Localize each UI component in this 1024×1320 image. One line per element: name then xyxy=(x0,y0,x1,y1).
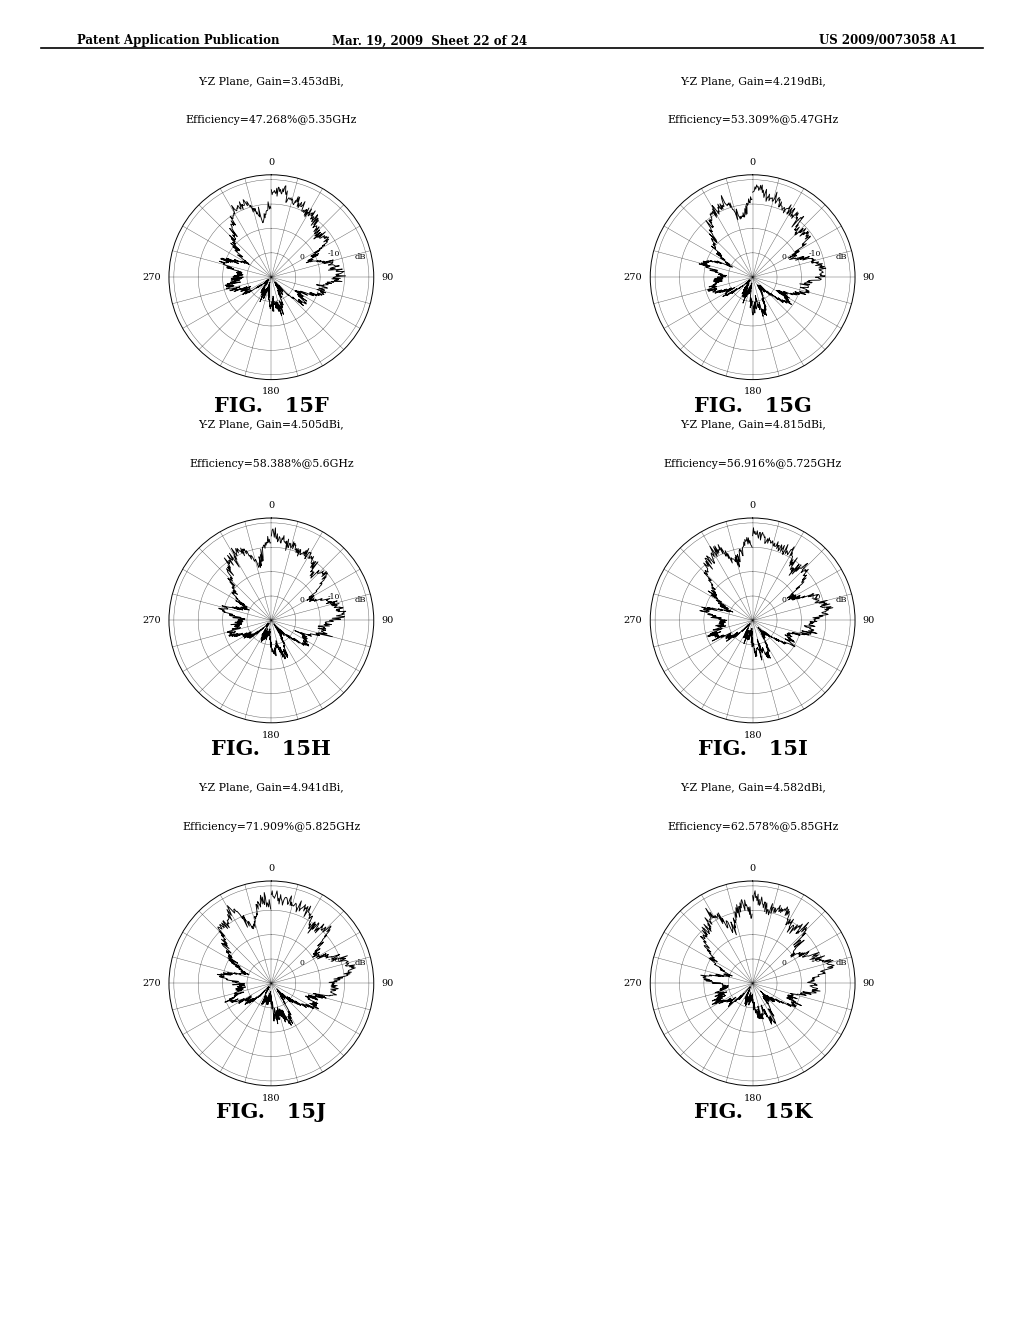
Text: 270: 270 xyxy=(624,616,642,624)
Text: US 2009/0073058 A1: US 2009/0073058 A1 xyxy=(819,34,957,48)
Text: 180: 180 xyxy=(743,387,762,396)
Text: 90: 90 xyxy=(382,273,394,281)
Text: Mar. 19, 2009  Sheet 22 of 24: Mar. 19, 2009 Sheet 22 of 24 xyxy=(333,34,527,48)
Text: 180: 180 xyxy=(262,1093,281,1102)
Text: Efficiency=58.388%@5.6GHz: Efficiency=58.388%@5.6GHz xyxy=(189,458,353,469)
Text: Y-Z Plane, Gain=4.815dBi,: Y-Z Plane, Gain=4.815dBi, xyxy=(680,418,825,429)
Text: 0: 0 xyxy=(300,595,304,603)
Text: -10: -10 xyxy=(328,593,340,602)
Text: 270: 270 xyxy=(142,616,161,624)
Text: 0: 0 xyxy=(268,502,274,511)
Text: Efficiency=56.916%@5.725GHz: Efficiency=56.916%@5.725GHz xyxy=(664,458,842,469)
Text: -10: -10 xyxy=(809,956,821,965)
Text: 270: 270 xyxy=(624,273,642,281)
Text: 0: 0 xyxy=(750,158,756,168)
Text: 0: 0 xyxy=(300,958,304,966)
Text: Patent Application Publication: Patent Application Publication xyxy=(77,34,280,48)
Text: 90: 90 xyxy=(863,979,876,987)
Text: 0: 0 xyxy=(781,252,785,260)
Text: Efficiency=62.578%@5.85GHz: Efficiency=62.578%@5.85GHz xyxy=(667,821,839,832)
Text: dB: dB xyxy=(354,597,367,605)
Text: 0: 0 xyxy=(300,252,304,260)
Text: Y-Z Plane, Gain=3.453dBi,: Y-Z Plane, Gain=3.453dBi, xyxy=(199,75,344,86)
Text: 270: 270 xyxy=(624,979,642,987)
Text: 90: 90 xyxy=(382,979,394,987)
Text: Y-Z Plane, Gain=4.941dBi,: Y-Z Plane, Gain=4.941dBi, xyxy=(199,781,344,792)
Text: -10: -10 xyxy=(809,593,821,602)
Text: 0: 0 xyxy=(268,158,274,168)
Text: Efficiency=53.309%@5.47GHz: Efficiency=53.309%@5.47GHz xyxy=(667,115,839,125)
Text: 270: 270 xyxy=(142,273,161,281)
Text: 0: 0 xyxy=(750,502,756,511)
Text: dB: dB xyxy=(354,960,367,968)
Text: dB: dB xyxy=(354,253,367,261)
Text: FIG.   15G: FIG. 15G xyxy=(694,396,811,416)
Text: 180: 180 xyxy=(743,730,762,739)
Text: Y-Z Plane, Gain=4.505dBi,: Y-Z Plane, Gain=4.505dBi, xyxy=(199,418,344,429)
Text: 90: 90 xyxy=(863,616,876,624)
Text: Efficiency=71.909%@5.825GHz: Efficiency=71.909%@5.825GHz xyxy=(182,821,360,832)
Text: dB: dB xyxy=(836,597,848,605)
Text: -10: -10 xyxy=(328,956,340,965)
Text: FIG.   15I: FIG. 15I xyxy=(697,739,808,759)
Text: 0: 0 xyxy=(781,958,785,966)
Text: 270: 270 xyxy=(142,979,161,987)
Text: Y-Z Plane, Gain=4.582dBi,: Y-Z Plane, Gain=4.582dBi, xyxy=(680,781,825,792)
Text: Y-Z Plane, Gain=4.219dBi,: Y-Z Plane, Gain=4.219dBi, xyxy=(680,75,825,86)
Text: 90: 90 xyxy=(863,273,876,281)
Text: 180: 180 xyxy=(743,1093,762,1102)
Text: FIG.   15H: FIG. 15H xyxy=(211,739,332,759)
Text: FIG.   15K: FIG. 15K xyxy=(693,1102,812,1122)
Text: FIG.   15F: FIG. 15F xyxy=(214,396,329,416)
Text: Efficiency=47.268%@5.35GHz: Efficiency=47.268%@5.35GHz xyxy=(185,115,357,125)
Text: 0: 0 xyxy=(781,595,785,603)
Text: dB: dB xyxy=(836,253,848,261)
Text: -10: -10 xyxy=(328,249,340,259)
Text: 90: 90 xyxy=(382,616,394,624)
Text: 0: 0 xyxy=(268,865,274,874)
Text: -10: -10 xyxy=(809,249,821,259)
Text: 180: 180 xyxy=(262,387,281,396)
Text: FIG.   15J: FIG. 15J xyxy=(216,1102,327,1122)
Text: 0: 0 xyxy=(750,865,756,874)
Text: dB: dB xyxy=(836,960,848,968)
Text: 180: 180 xyxy=(262,730,281,739)
